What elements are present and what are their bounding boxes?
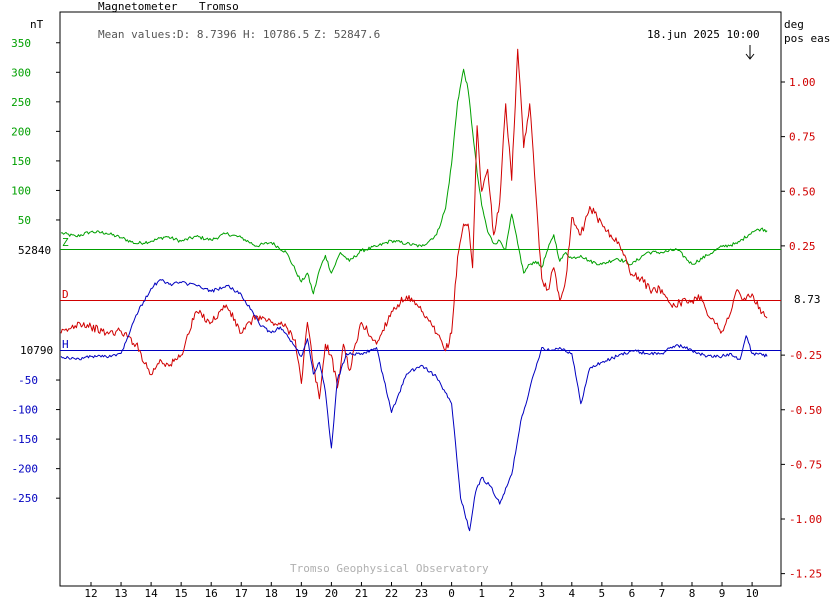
- x-tick-label: 15: [175, 587, 188, 600]
- instrument-label: Magnetometer: [98, 0, 178, 13]
- x-tick-label: 18: [265, 587, 278, 600]
- x-tick-label: 14: [144, 587, 158, 600]
- x-tick-label: 7: [659, 587, 666, 600]
- right-tick-label: -0.25: [789, 349, 822, 362]
- x-tick-label: 3: [538, 587, 545, 600]
- left-tick-label: 200: [11, 125, 31, 138]
- right-tick-label: -0.50: [789, 404, 822, 417]
- x-tick-label: 13: [114, 587, 127, 600]
- left-tick-label: 350: [11, 37, 31, 50]
- z-baseline-letter: Z: [62, 236, 69, 249]
- x-tick-label: 2: [508, 587, 515, 600]
- right-unit-line2: pos east: [784, 32, 830, 45]
- z-baseline-value: 52840: [18, 244, 51, 257]
- d-series-line: [60, 48, 768, 400]
- x-tick-label: 8: [689, 587, 696, 600]
- h-baseline-letter: H: [62, 338, 69, 351]
- station-label: Tromso: [199, 0, 239, 13]
- left-tick-label: 250: [11, 96, 31, 109]
- left-tick-label: -200: [12, 463, 39, 476]
- left-tick-label: -100: [12, 404, 39, 417]
- x-tick-label: 0: [448, 587, 455, 600]
- right-unit-line1: deg: [784, 18, 804, 31]
- mean-z-value: Z: 52847.6: [314, 28, 380, 41]
- plot-frame: [59, 11, 782, 587]
- series-group: [60, 48, 768, 532]
- x-tick-label: 4: [568, 587, 575, 600]
- x-tick-label: 9: [719, 587, 726, 600]
- right-tick-label: 1.00: [789, 76, 816, 89]
- x-tick-label: 16: [205, 587, 218, 600]
- x-tick-label: 12: [84, 587, 97, 600]
- x-tick-label: 1: [478, 587, 485, 600]
- left-tick-label: -150: [12, 433, 39, 446]
- z-series-line: [60, 68, 768, 295]
- left-tick-label: 300: [11, 66, 31, 79]
- x-tick-label: 20: [325, 587, 338, 600]
- x-tick-label: 5: [599, 587, 606, 600]
- mean-h-value: H: 10786.5: [243, 28, 309, 41]
- h-baseline-value: 10790: [20, 344, 53, 357]
- mean-values-prefix: Mean values:: [98, 28, 177, 41]
- right-tick-label: 0.25: [789, 240, 816, 253]
- left-tick-label: -250: [12, 492, 39, 505]
- right-tick-label: -0.75: [789, 458, 822, 471]
- baselines-group: [60, 249, 781, 351]
- x-tick-label: 19: [295, 587, 308, 600]
- left-tick-label: 50: [18, 214, 31, 227]
- left-tick-label: 100: [11, 184, 31, 197]
- timestamp-label: 18.jun 2025 10:00: [647, 28, 760, 41]
- x-tick-label: 21: [355, 587, 368, 600]
- x-tick-label: 10: [745, 587, 758, 600]
- d-baseline-letter: D: [62, 288, 69, 301]
- right-tick-label: 0.75: [789, 131, 816, 144]
- axis-ticks: 35030025020015010050-50-100-150-200-2501…: [11, 37, 822, 600]
- x-tick-label: 22: [385, 587, 398, 600]
- observatory-credit: Tromso Geophysical Observatory: [290, 562, 489, 575]
- x-tick-label: 17: [235, 587, 248, 600]
- x-tick-label: 6: [629, 587, 636, 600]
- right-tick-label: -1.00: [789, 513, 822, 526]
- mean-d-value: D: 8.7396: [177, 28, 237, 41]
- right-tick-label: 0.50: [789, 185, 816, 198]
- h-series-line: [60, 279, 768, 532]
- right-tick-label: -1.25: [789, 568, 822, 581]
- x-tick-label: 23: [415, 587, 428, 600]
- left-tick-label: 150: [11, 155, 31, 168]
- down-arrow-icon: [745, 45, 755, 60]
- d-baseline-value: 8.73: [794, 293, 821, 306]
- left-unit-label: nT: [30, 18, 44, 31]
- left-tick-label: -50: [18, 374, 38, 387]
